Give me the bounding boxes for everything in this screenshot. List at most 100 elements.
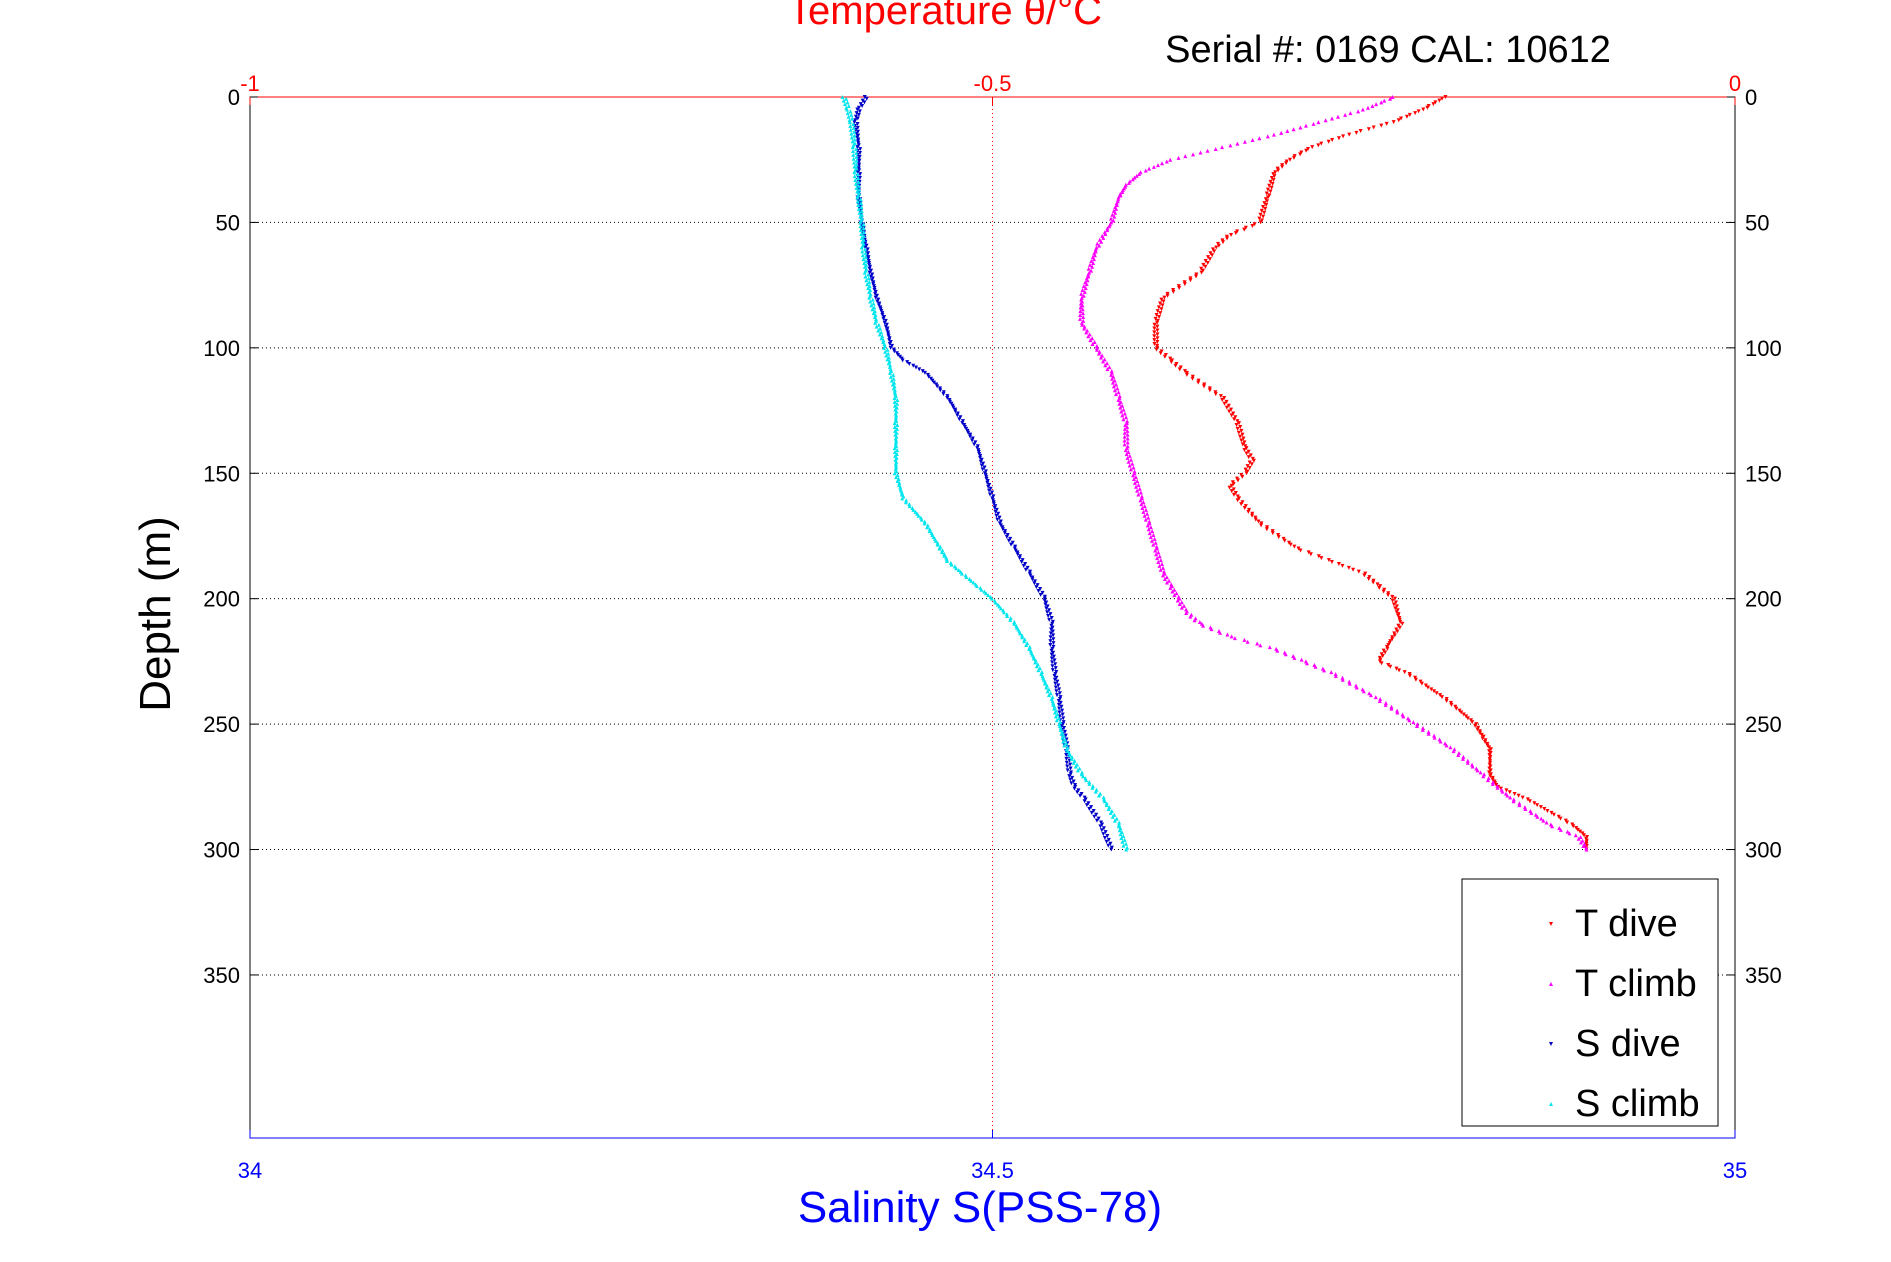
data-point — [1421, 107, 1426, 112]
data-point — [1565, 829, 1570, 834]
data-point — [1112, 378, 1117, 383]
data-point — [1077, 766, 1082, 771]
data-point — [893, 417, 898, 422]
data-point — [1375, 582, 1380, 587]
data-point — [1241, 436, 1246, 441]
data-point — [1116, 824, 1121, 829]
data-point — [1236, 430, 1241, 435]
data-point — [888, 345, 893, 350]
data-point — [1103, 363, 1108, 368]
data-point — [1336, 561, 1341, 566]
data-point — [1064, 737, 1069, 742]
data-point — [1177, 602, 1182, 607]
data-point — [1571, 824, 1576, 829]
data-point — [858, 172, 863, 177]
data-point — [1378, 697, 1383, 702]
data-point — [944, 557, 949, 562]
data-point — [1423, 683, 1428, 688]
data-point — [892, 424, 897, 429]
data-point — [870, 297, 875, 302]
data-point — [1081, 284, 1086, 289]
data-point — [1155, 556, 1160, 561]
data-point — [866, 276, 871, 281]
data-point — [1432, 689, 1437, 694]
data-point — [855, 107, 860, 112]
data-point — [1232, 417, 1237, 422]
data-point — [1112, 214, 1117, 219]
data-point — [1393, 606, 1398, 611]
data-point — [1155, 546, 1160, 551]
data-point — [1578, 834, 1583, 839]
data-point — [1396, 118, 1401, 123]
data-point — [1377, 585, 1382, 590]
data-point — [1020, 635, 1025, 640]
data-point — [1225, 632, 1230, 637]
data-point — [1153, 548, 1158, 553]
data-point — [1196, 380, 1201, 385]
data-point — [1105, 361, 1110, 366]
data-point — [1009, 542, 1014, 547]
data-point — [1098, 824, 1103, 829]
data-point — [1179, 600, 1184, 605]
data-point — [860, 253, 865, 258]
data-point — [1579, 840, 1584, 845]
data-point — [878, 326, 883, 331]
data-point — [922, 370, 927, 375]
data-point — [1413, 677, 1418, 682]
data-point — [1053, 714, 1058, 719]
data-point — [1340, 675, 1345, 680]
data-point — [1060, 712, 1065, 717]
data-point — [894, 451, 899, 456]
data-point — [1048, 642, 1053, 647]
data-point — [1093, 789, 1098, 794]
data-point — [1340, 677, 1345, 682]
data-point — [1386, 662, 1391, 667]
data-point — [1113, 392, 1118, 397]
data-point — [1582, 833, 1587, 838]
data-point — [1275, 648, 1280, 653]
y-tick-label-right: 150 — [1745, 461, 1782, 486]
data-point — [1221, 240, 1226, 245]
data-point — [1078, 313, 1083, 318]
data-point — [925, 525, 930, 530]
data-point — [1213, 392, 1218, 397]
data-point — [1153, 316, 1158, 321]
data-point — [881, 316, 886, 321]
data-point — [895, 473, 900, 478]
data-point — [1086, 266, 1091, 271]
data-point — [919, 517, 924, 522]
data-point — [1110, 376, 1115, 381]
data-point — [1183, 369, 1188, 374]
data-point — [1155, 328, 1160, 333]
data-point — [1052, 658, 1057, 663]
data-point — [859, 208, 864, 213]
data-point — [1133, 475, 1138, 480]
data-point — [861, 230, 866, 235]
data-point — [1161, 565, 1166, 570]
data-point — [899, 492, 904, 497]
data-point — [895, 397, 900, 402]
data-point — [1161, 299, 1166, 304]
data-point — [1394, 666, 1399, 671]
data-point — [892, 403, 897, 408]
data-point — [979, 463, 984, 468]
data-point — [1488, 774, 1493, 779]
data-point — [1527, 799, 1532, 804]
data-point — [1415, 722, 1420, 727]
data-point — [1116, 197, 1121, 202]
data-point — [1247, 465, 1252, 470]
data-point — [1440, 695, 1445, 700]
data-point — [1333, 673, 1338, 678]
data-point — [1096, 351, 1101, 356]
data-point — [992, 505, 997, 510]
data-point — [913, 509, 918, 514]
data-point — [1084, 803, 1089, 808]
data-point — [1081, 314, 1086, 319]
data-point — [1226, 403, 1231, 408]
data-point — [1121, 834, 1126, 839]
data-point — [1072, 786, 1077, 791]
data-point — [1021, 563, 1026, 568]
data-point — [1091, 260, 1096, 265]
data-point — [1475, 768, 1480, 773]
data-point — [1070, 775, 1075, 780]
